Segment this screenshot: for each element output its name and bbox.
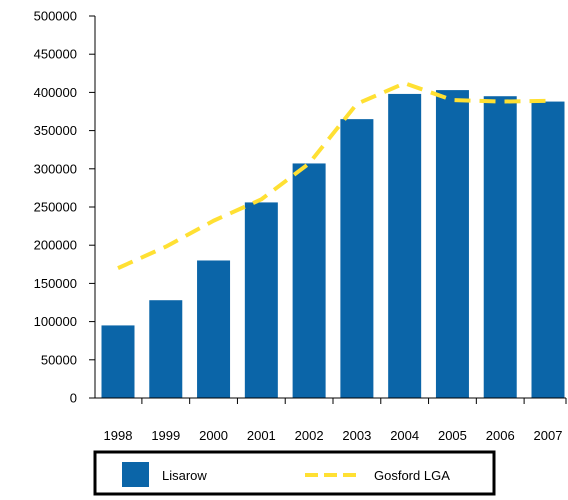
y-tick-label: 400000 xyxy=(34,85,77,100)
bar-2003 xyxy=(340,119,374,398)
y-tick-label: 450000 xyxy=(34,47,77,62)
legend-label-gosford-lga: Gosford LGA xyxy=(374,468,450,483)
x-tick-label: 2000 xyxy=(199,428,228,443)
bar-2005 xyxy=(435,90,469,398)
bar-2007 xyxy=(531,101,565,399)
y-tick-label: 350000 xyxy=(34,123,77,138)
y-tick-label: 200000 xyxy=(34,238,77,253)
x-tick-label: 2006 xyxy=(486,428,515,443)
y-tick-label: 100000 xyxy=(34,314,77,329)
legend-box xyxy=(93,450,496,496)
x-tick-label: 2002 xyxy=(295,428,324,443)
legend-label-lisarow: Lisarow xyxy=(162,468,207,483)
bar-2006 xyxy=(483,96,517,398)
y-tick-label: 500000 xyxy=(34,9,77,24)
x-tick-label: 2007 xyxy=(534,428,563,443)
y-axis: 5000004500004000003500003000002500002000… xyxy=(34,9,96,406)
bar-1999 xyxy=(149,300,183,398)
x-axis: 1998 1999 2000 2001 2002 2003 2004 2005 2006 2007 xyxy=(95,397,567,443)
bar-2004 xyxy=(388,93,422,398)
y-tick-label: 250000 xyxy=(34,200,77,215)
y-tick-label: 0 xyxy=(70,391,77,406)
y-tick-label: 50000 xyxy=(41,352,77,367)
bar-2000 xyxy=(197,260,231,398)
legend-swatch-lisarow xyxy=(122,462,149,487)
y-tick-label: 300000 xyxy=(34,161,77,176)
x-tick-label: 1998 xyxy=(104,428,133,443)
line-series-gosford-lga xyxy=(117,81,549,270)
x-tick-label: 2001 xyxy=(247,428,276,443)
bar-2001 xyxy=(244,202,278,398)
bar-1998 xyxy=(101,325,135,398)
x-tick-label: 1999 xyxy=(151,428,180,443)
x-tick-label: 2004 xyxy=(390,428,419,443)
legend: Lisarow Gosford LGA xyxy=(93,450,496,496)
bar-2002 xyxy=(292,163,326,398)
bar-series-lisarow xyxy=(101,90,565,399)
x-tick-label: 2003 xyxy=(342,428,371,443)
x-tick-label: 2005 xyxy=(438,428,467,443)
y-tick-label: 150000 xyxy=(34,276,77,291)
line-gosford-lga xyxy=(117,81,549,270)
